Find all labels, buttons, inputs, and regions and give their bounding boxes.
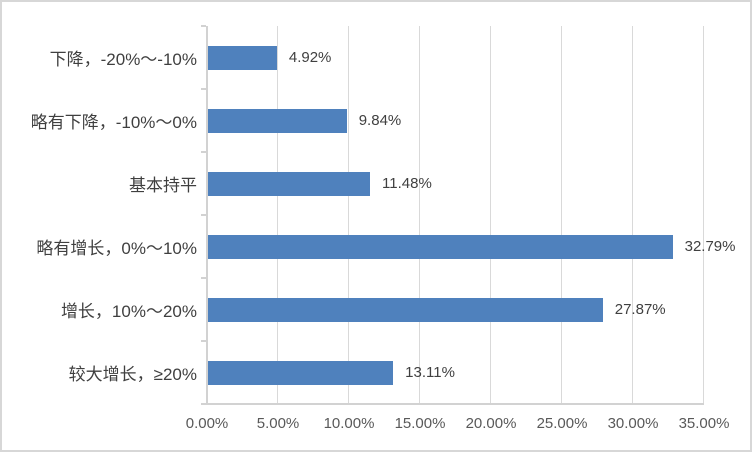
value-axis-line — [206, 403, 704, 405]
category-axis-line — [206, 26, 208, 404]
x-axis-tick-label: 0.00% — [185, 415, 229, 432]
bar — [207, 108, 347, 133]
gridline — [561, 26, 562, 404]
category-axis-tick — [201, 214, 206, 216]
gridline — [348, 26, 349, 404]
category-label: 下降，-20%～-10% — [49, 50, 197, 69]
category-axis-tick — [201, 277, 206, 279]
gridline — [277, 26, 278, 404]
gridline — [703, 26, 704, 404]
category-axis-tick — [201, 151, 206, 153]
bar-value-label: 27.87% — [614, 300, 666, 318]
category-label: 较大增长，≥20% — [68, 365, 197, 384]
category-axis-tick — [201, 25, 206, 27]
x-axis-tick-label: 10.00% — [323, 415, 375, 432]
bar-value-label: 32.79% — [684, 237, 736, 255]
category-axis-tick — [201, 340, 206, 342]
gridline — [419, 26, 420, 404]
bar — [207, 171, 371, 196]
category-label: 略有增长，0%～10% — [36, 239, 197, 258]
x-axis-tick-label: 25.00% — [536, 415, 588, 432]
bar-value-label: 9.84% — [358, 111, 402, 129]
x-axis-tick-label: 15.00% — [394, 415, 446, 432]
bar-value-label: 4.92% — [288, 48, 332, 66]
bar — [207, 234, 673, 259]
category-label: 基本持平 — [129, 176, 197, 195]
category-axis-tick — [201, 88, 206, 90]
bar — [207, 45, 277, 70]
x-axis-tick-label: 20.00% — [465, 415, 517, 432]
bar-value-label: 13.11% — [405, 363, 455, 381]
x-axis-tick-label: 5.00% — [256, 415, 300, 432]
x-axis-tick-label: 30.00% — [607, 415, 659, 432]
category-axis-tick — [201, 403, 206, 405]
gridline — [490, 26, 491, 404]
category-label: 略有下降，-10%～0% — [30, 113, 197, 132]
x-axis-tick-label: 35.00% — [678, 415, 730, 432]
bar — [207, 360, 394, 385]
plot-area: 4.92% 9.84% 11.48% 32.79% 27.87% 13.11% — [207, 26, 735, 404]
gridline — [632, 26, 633, 404]
category-label: 增长，10%～20% — [60, 302, 197, 321]
bar-value-label: 11.48% — [382, 174, 432, 192]
bar — [207, 297, 603, 322]
